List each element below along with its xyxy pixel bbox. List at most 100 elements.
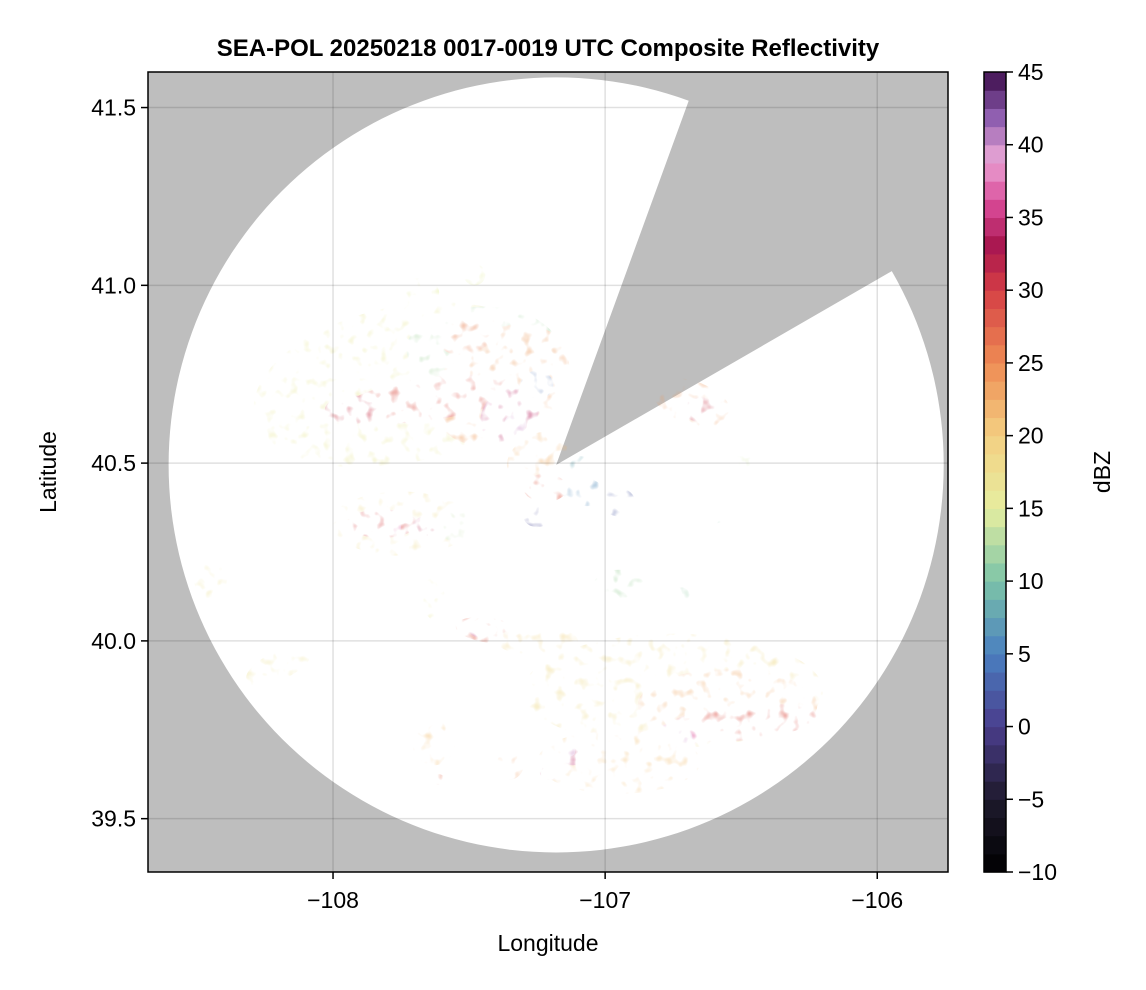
y-axis-label: Latitude	[35, 431, 61, 513]
x-tick-label: −106	[851, 887, 903, 913]
colorbar-segment	[984, 199, 1006, 219]
echo-cell	[463, 264, 486, 286]
echo-cell	[504, 413, 527, 435]
colorbar-segment	[984, 290, 1006, 309]
colorbar-segment	[984, 599, 1006, 619]
echo-cell	[561, 477, 605, 507]
echo-cell	[422, 576, 445, 620]
colorbar-tick-label: 5	[1018, 641, 1031, 667]
colorbar-segment	[984, 526, 1006, 546]
echo-cell	[346, 509, 418, 538]
colorbar-segment	[984, 272, 1006, 291]
x-axis: −108 −107 −106	[307, 872, 903, 913]
colorbar-segment	[984, 544, 1006, 564]
colorbar-tick-label: 25	[1018, 350, 1044, 376]
echo-cell	[341, 374, 515, 424]
chart-title: SEA-POL 20250218 0017-0019 UTC Composite…	[217, 35, 880, 62]
echo-cell	[436, 505, 475, 542]
colorbar-segment	[984, 126, 1006, 146]
echo-cell	[564, 456, 592, 471]
colorbar-segment	[984, 635, 1006, 655]
colorbar-segment	[984, 72, 1006, 91]
echo-cell	[433, 774, 445, 785]
y-tick-label: 41.5	[91, 95, 136, 121]
colorbar-segment	[984, 253, 1006, 273]
x-tick-label: −108	[307, 887, 359, 913]
colorbar-segment	[984, 781, 1006, 800]
colorbar: −10 −5 0 5 10 15 20 25 30 35 40 45	[983, 59, 1057, 885]
y-tick-label: 40.5	[91, 450, 136, 476]
colorbar-segment	[984, 581, 1006, 600]
echo-cell	[390, 278, 440, 307]
colorbar-tick-label: −5	[1018, 786, 1044, 812]
colorbar-tick-label: 35	[1018, 204, 1044, 230]
y-tick-label: 40.0	[91, 628, 136, 654]
echo-cell	[564, 745, 576, 757]
colorbar-segment	[984, 399, 1006, 419]
grid-lines	[148, 72, 948, 872]
colorbar-segment	[984, 835, 1006, 855]
colorbar-segment	[984, 326, 1006, 346]
colorbar-segment	[984, 181, 1006, 200]
colorbar-segment	[984, 344, 1006, 364]
y-axis: 39.5 40.0 40.5 41.0 41.5	[91, 95, 148, 832]
colorbar-label: dBZ	[1089, 451, 1115, 493]
echo-cell	[523, 473, 568, 503]
colorbar-segment	[984, 417, 1006, 437]
colorbar-segment	[984, 235, 1006, 255]
echo-cell	[194, 562, 227, 599]
colorbar-segment	[984, 435, 1006, 455]
colorbar-segment	[984, 490, 1006, 509]
echo-cell	[496, 626, 578, 656]
y-tick-label: 41.0	[91, 272, 136, 298]
colorbar-tick-label: 10	[1018, 568, 1044, 594]
echo-cell	[703, 509, 725, 524]
echo-cell	[496, 751, 524, 780]
colorbar-tick-label: 20	[1018, 423, 1044, 449]
colorbar-segment	[984, 108, 1006, 128]
colorbar-segment	[984, 90, 1006, 109]
colorbar-segment	[984, 744, 1006, 764]
colorbar-frame	[983, 71, 1007, 873]
colorbar-segment	[984, 799, 1006, 819]
colorbar-tick-label: 15	[1018, 495, 1044, 521]
x-axis-label: Longitude	[497, 930, 598, 956]
echo-cell	[245, 646, 312, 686]
colorbar-segment	[984, 472, 1006, 491]
echo-cell	[324, 395, 380, 424]
colorbar-tick-label: 45	[1018, 59, 1044, 85]
echo-cell	[440, 315, 498, 355]
colorbar-tick-label: 30	[1018, 277, 1044, 303]
colorbar-segment	[984, 653, 1006, 673]
echo-cell	[602, 488, 636, 517]
colorbar-tick-label: −10	[1018, 859, 1057, 885]
colorbar-segment	[984, 817, 1006, 837]
echo-cell	[506, 431, 568, 481]
plot-area	[148, 72, 948, 872]
echo-cell	[520, 370, 554, 400]
echo-cell	[469, 623, 491, 638]
echo-cell	[673, 587, 690, 602]
echo-cell	[665, 703, 818, 742]
echo-cell	[523, 505, 551, 528]
colorbar-segment	[984, 726, 1006, 746]
colorbar-segment	[984, 381, 1006, 400]
reflectivity-echoes	[194, 264, 823, 794]
colorbar-segment	[984, 217, 1006, 237]
colorbar-segment	[984, 308, 1006, 328]
echo-cell	[384, 520, 402, 535]
colorbar-segment	[984, 690, 1006, 709]
plot-frame	[147, 71, 949, 873]
colorbar-segment	[984, 144, 1006, 164]
colorbar-segment	[984, 672, 1006, 691]
colorbar-segment	[984, 508, 1006, 528]
echo-cell	[411, 715, 456, 766]
colorbar-segment	[984, 362, 1006, 382]
colorbar-segment	[984, 708, 1006, 728]
echo-cell	[539, 765, 562, 780]
colorbar-segment	[984, 853, 1006, 873]
y-tick-label: 39.5	[91, 806, 136, 832]
echo-cell	[594, 569, 644, 599]
echo-cell	[684, 397, 717, 423]
